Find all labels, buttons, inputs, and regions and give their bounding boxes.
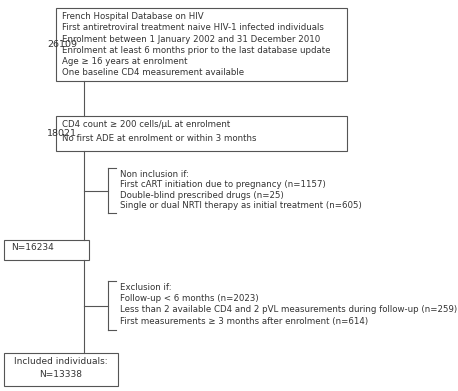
Text: Double-blind prescribed drugs (n=25): Double-blind prescribed drugs (n=25): [120, 191, 284, 200]
Text: First antiretroviral treatment naive HIV-1 infected individuals: First antiretroviral treatment naive HIV…: [62, 23, 324, 32]
Text: 18021: 18021: [47, 129, 77, 138]
Text: N=13338: N=13338: [39, 370, 82, 379]
Text: Non inclusion if:: Non inclusion if:: [120, 170, 189, 179]
Text: Follow-up < 6 months (n=2023): Follow-up < 6 months (n=2023): [120, 294, 259, 303]
FancyBboxPatch shape: [4, 353, 118, 386]
Text: Exclusion if:: Exclusion if:: [120, 283, 172, 292]
Text: N=16234: N=16234: [11, 244, 54, 253]
Text: 26109: 26109: [47, 40, 77, 49]
FancyBboxPatch shape: [56, 116, 347, 151]
Text: Age ≥ 16 years at enrolment: Age ≥ 16 years at enrolment: [62, 57, 188, 66]
Text: Enrolment between 1 January 2002 and 31 December 2010: Enrolment between 1 January 2002 and 31 …: [62, 34, 320, 43]
Text: Less than 2 available CD4 and 2 pVL measurements during follow-up (n=259): Less than 2 available CD4 and 2 pVL meas…: [120, 305, 458, 314]
Text: First cART initiation due to pregnancy (n=1157): First cART initiation due to pregnancy (…: [120, 180, 326, 189]
Text: No first ADE at enrolment or within 3 months: No first ADE at enrolment or within 3 mo…: [62, 134, 256, 143]
Text: CD4 count ≥ 200 cells/µL at enrolment: CD4 count ≥ 200 cells/µL at enrolment: [62, 120, 230, 129]
Text: Included individuals:: Included individuals:: [14, 357, 108, 366]
Text: French Hospital Database on HIV: French Hospital Database on HIV: [62, 13, 204, 22]
Text: One baseline CD4 measurement available: One baseline CD4 measurement available: [62, 68, 244, 77]
Text: Enrolment at least 6 months prior to the last database update: Enrolment at least 6 months prior to the…: [62, 46, 331, 55]
Text: Single or dual NRTI therapy as initial treatment (n=605): Single or dual NRTI therapy as initial t…: [120, 201, 362, 210]
Text: First measurements ≥ 3 months after enrolment (n=614): First measurements ≥ 3 months after enro…: [120, 317, 368, 326]
FancyBboxPatch shape: [4, 240, 89, 260]
FancyBboxPatch shape: [56, 9, 347, 81]
